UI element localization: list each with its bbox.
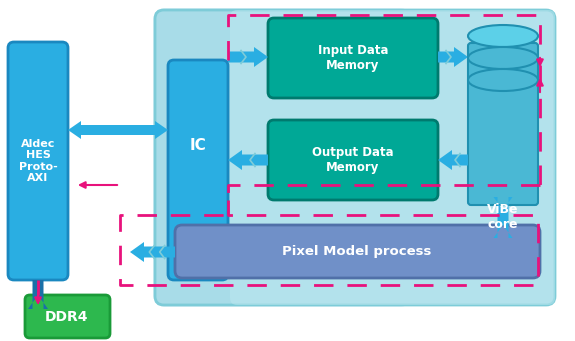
FancyBboxPatch shape xyxy=(155,10,410,305)
FancyBboxPatch shape xyxy=(175,225,540,278)
FancyArrow shape xyxy=(130,242,175,262)
FancyBboxPatch shape xyxy=(25,295,110,338)
Text: Pixel Model process: Pixel Model process xyxy=(282,246,432,258)
Ellipse shape xyxy=(468,69,538,91)
FancyBboxPatch shape xyxy=(468,43,538,205)
FancyArrow shape xyxy=(438,47,468,67)
Text: Aldec
HES
Proto-
AXI: Aldec HES Proto- AXI xyxy=(18,138,58,183)
FancyBboxPatch shape xyxy=(268,120,438,200)
FancyArrow shape xyxy=(438,150,468,170)
Text: Input Data
Memory: Input Data Memory xyxy=(318,44,388,72)
FancyBboxPatch shape xyxy=(168,60,228,280)
FancyBboxPatch shape xyxy=(268,18,438,98)
FancyArrow shape xyxy=(228,47,268,67)
Polygon shape xyxy=(68,121,168,139)
Text: IC: IC xyxy=(190,137,206,152)
Text: Output Data
Memory: Output Data Memory xyxy=(312,146,394,174)
FancyBboxPatch shape xyxy=(155,10,555,305)
FancyBboxPatch shape xyxy=(230,10,555,305)
FancyArrow shape xyxy=(228,150,268,170)
Polygon shape xyxy=(28,280,48,309)
Ellipse shape xyxy=(468,47,538,69)
Ellipse shape xyxy=(468,25,538,47)
Text: DDR4: DDR4 xyxy=(45,310,89,324)
FancyBboxPatch shape xyxy=(8,42,68,280)
Text: ViBe
core: ViBe core xyxy=(487,203,519,231)
Polygon shape xyxy=(493,197,512,238)
